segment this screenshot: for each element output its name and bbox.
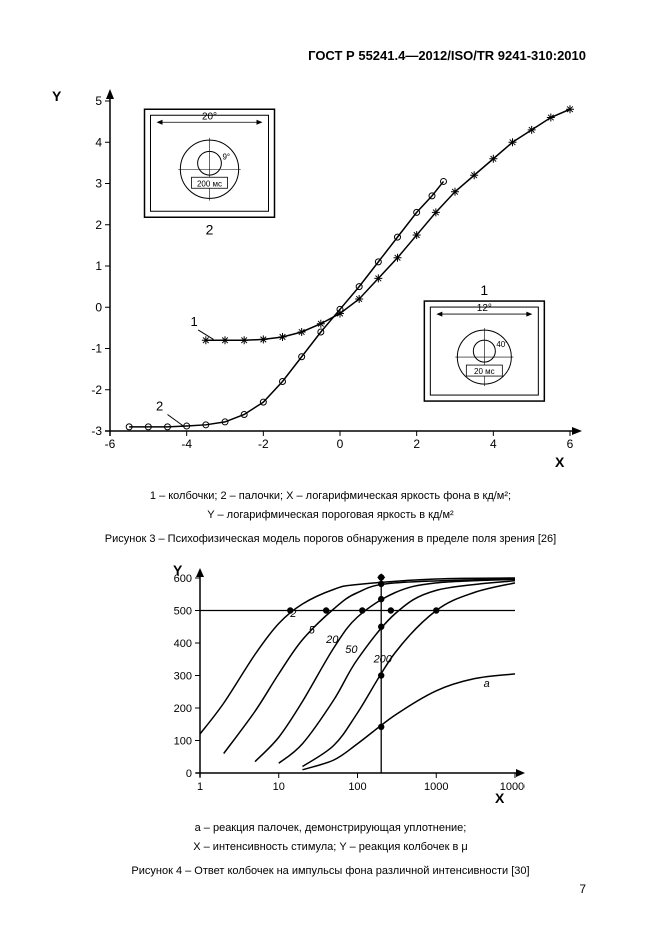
svg-text:200 мс: 200 мс (197, 179, 222, 188)
svg-text:-2: -2 (258, 437, 269, 451)
svg-text:a: a (484, 678, 490, 690)
svg-text:4: 4 (95, 135, 102, 149)
page: ГОСТ Р 55241.4—2012/ISO/TR 9241-310:2010… (0, 0, 661, 936)
svg-text:2: 2 (413, 437, 420, 451)
svg-text:0: 0 (186, 768, 192, 780)
svg-text:20: 20 (325, 634, 339, 646)
fig3-caption-block: 1 – колбочки; 2 – палочки; X – логарифми… (0, 488, 661, 545)
svg-text:0: 0 (95, 300, 102, 314)
figure4-chart: 1101001000100000100200300400500600252050… (145, 568, 525, 808)
svg-text:100: 100 (174, 736, 192, 748)
figure3-chart: -6 -4 -2 0 2 4 6 -3 -2 -1 0 1 2 3 4 5 1 2 20° 200 мс 9° 2 1 12°… (75, 86, 585, 471)
svg-text:1: 1 (480, 282, 488, 298)
svg-text:300: 300 (174, 671, 192, 683)
fig4-caption-title: Рисунок 4 – Ответ колбочек на импульсы ф… (0, 865, 661, 877)
svg-text:1000: 1000 (424, 781, 448, 793)
svg-text:100: 100 (348, 781, 366, 793)
svg-text:2: 2 (289, 608, 296, 620)
svg-text:50: 50 (345, 644, 358, 656)
fig4-caption-line2: X – интенсивность стимула; Y – реакция к… (0, 839, 661, 856)
svg-text:9°: 9° (222, 152, 230, 161)
svg-text:600: 600 (174, 573, 192, 585)
svg-text:-4: -4 (181, 437, 192, 451)
svg-text:2: 2 (95, 218, 102, 232)
document-header: ГОСТ Р 55241.4—2012/ISO/TR 9241-310:2010 (308, 48, 586, 63)
svg-text:-6: -6 (105, 437, 116, 451)
svg-text:-1: -1 (91, 342, 102, 356)
svg-text:400: 400 (174, 638, 192, 650)
svg-text:500: 500 (174, 606, 192, 618)
svg-text:0: 0 (337, 437, 344, 451)
fig4-x-label: X (495, 790, 504, 806)
svg-text:10: 10 (273, 781, 285, 793)
svg-text:40': 40' (496, 340, 507, 349)
fig4-caption-line1: a – реакция палочек, демонстрирующая упл… (0, 820, 661, 837)
svg-text:200: 200 (174, 703, 192, 715)
svg-text:6: 6 (567, 437, 574, 451)
fig3-caption-line1: 1 – колбочки; 2 – палочки; X – логарифми… (0, 488, 661, 505)
svg-text:5: 5 (95, 94, 102, 108)
svg-text:2: 2 (156, 398, 163, 413)
fig3-caption-title: Рисунок 3 – Психофизическая модель порог… (0, 533, 661, 545)
fig4-caption-block: a – реакция палочек, демонстрирующая упл… (0, 820, 661, 877)
svg-text:3: 3 (95, 177, 102, 191)
svg-text:200: 200 (373, 654, 393, 666)
fig3-y-label: Y (52, 88, 61, 104)
svg-text:4: 4 (490, 437, 497, 451)
svg-text:-2: -2 (91, 383, 102, 397)
svg-text:20°: 20° (202, 111, 217, 122)
fig3-caption-line2: Y – логарифмическая пороговая яркость в … (0, 507, 661, 524)
svg-text:1: 1 (95, 259, 102, 273)
svg-text:2: 2 (206, 221, 214, 237)
fig3-svg: -6 -4 -2 0 2 4 6 -3 -2 -1 0 1 2 3 4 5 1 2 20° 200 мс 9° 2 1 12°… (75, 86, 585, 466)
fig4-svg: 1101001000100000100200300400500600252050… (145, 568, 525, 803)
fig3-x-label: X (555, 454, 564, 470)
svg-text:1: 1 (197, 781, 203, 793)
svg-text:5: 5 (309, 624, 316, 636)
page-number: 7 (579, 882, 586, 896)
svg-text:-3: -3 (91, 424, 102, 438)
svg-text:12°: 12° (477, 303, 492, 314)
svg-text:1: 1 (191, 314, 198, 329)
svg-text:20 мс: 20 мс (474, 367, 495, 376)
